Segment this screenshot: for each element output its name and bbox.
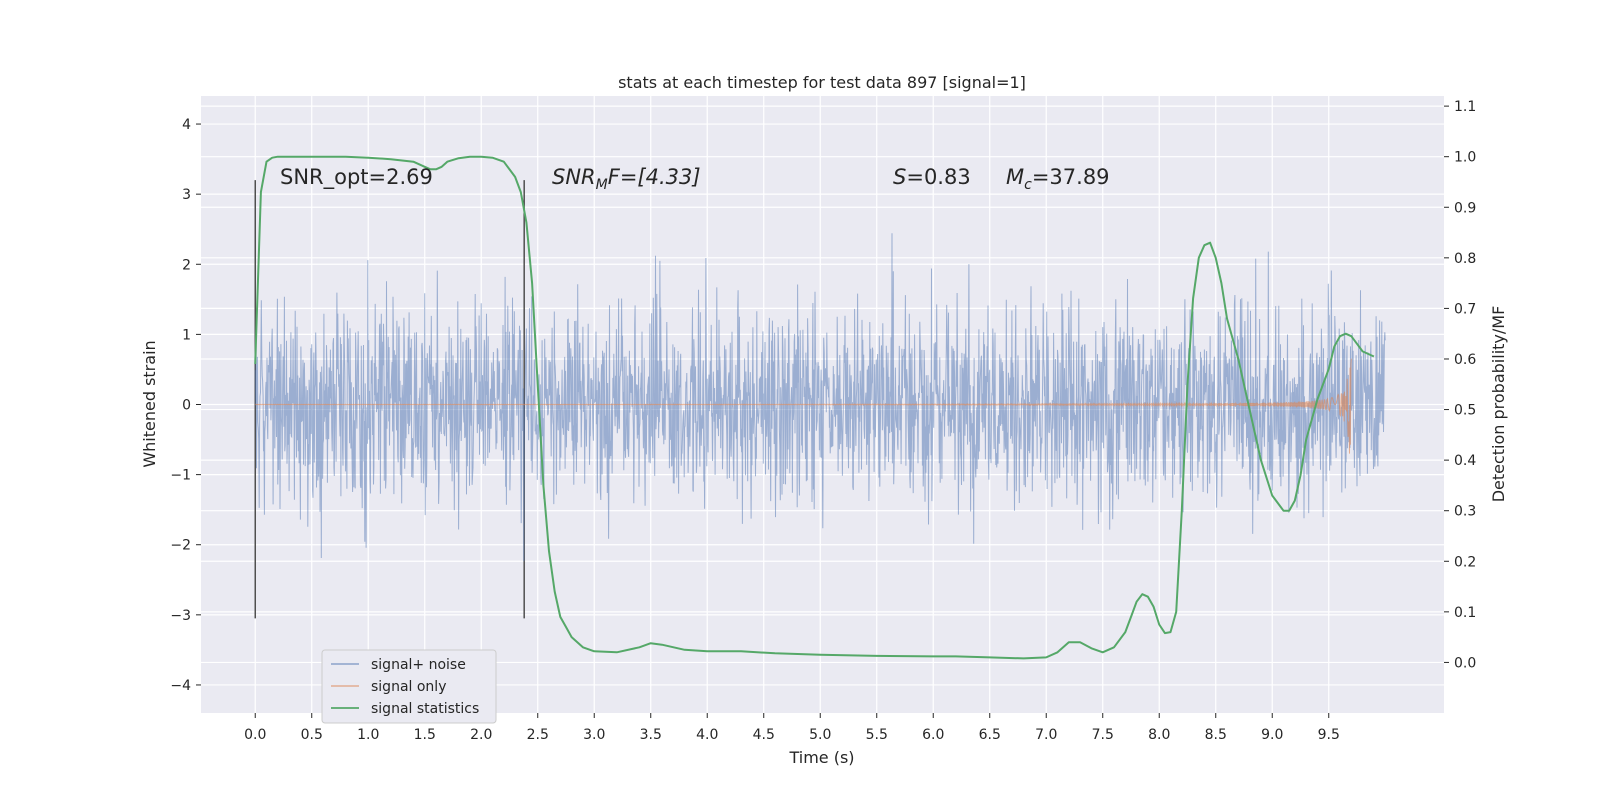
x-tick-label: 5.0 [809,727,831,743]
legend-label-stats: signal statistics [371,701,479,717]
x-tick-label: 4.0 [696,727,718,743]
noise-series [254,233,1386,562]
y-tick-label: −4 [170,678,191,694]
x-tick-label: 1.5 [414,727,436,743]
x-axis-title: Time (s) [788,748,854,767]
y-tick-label: 3 [182,187,191,203]
y2-tick-label: 0.0 [1454,655,1476,671]
statistics-series [254,155,1375,660]
signal-line [255,358,1352,454]
y-tick-label: −1 [170,468,191,484]
y2-tick-label: 0.3 [1454,504,1476,520]
legend-label-signal: signal only [371,679,446,695]
annotation-s: S=0.83 [893,165,971,189]
annotation-mc: Mc=37.89 [1006,165,1110,193]
y-tick-label: −2 [170,538,191,554]
y2-tick-label: 0.8 [1454,251,1476,267]
x-tick-label: 2.5 [527,727,549,743]
x-tick-label: 6.5 [979,727,1001,743]
x-tick-label: 7.0 [1035,727,1057,743]
x-tick-label: 8.5 [1205,727,1227,743]
x-tick-label: 9.5 [1318,727,1340,743]
x-tick-label: 0.5 [301,727,323,743]
annotation-snr-mf: SNRMF=[4.33] [552,165,701,193]
annotation-snr-opt: SNR_opt=2.69 [280,165,433,190]
x-tick-label: 5.5 [866,727,888,743]
chart-title: stats at each timestep for test data 897… [618,73,1026,92]
x-tick-label: 8.0 [1148,727,1170,743]
legend: signal+ noise signal only signal statist… [321,649,497,724]
y-tick-label: 0 [182,398,191,414]
x-tick-label: 7.5 [1092,727,1114,743]
y-tick-label: 4 [182,117,191,133]
legend-box [321,649,497,724]
statistics-line [254,155,1375,660]
y2-axis-title: Detection probability/MF [1489,306,1508,503]
signal-only-series [255,358,1352,454]
y-tick-label: −3 [170,608,191,624]
noise-line [254,233,1386,562]
x-tick-label: 3.0 [583,727,605,743]
x-tick-label: 3.5 [640,727,662,743]
y2-tick-label: 1.1 [1454,99,1476,115]
y2-tick-label: 1.0 [1454,150,1476,166]
y2-tick-label: 0.9 [1454,200,1476,216]
x-tick-label: 1.0 [357,727,379,743]
x-tick-label: 4.5 [753,727,775,743]
y2-tick-label: 0.1 [1454,605,1476,621]
y2-tick-label: 0.7 [1454,301,1476,317]
y2-tick-labels: 1.1 1.0 0.9 0.8 0.7 0.6 0.5 0.4 0.3 0.2 0.1 0.0 [1444,99,1476,671]
x-tick-labels: 0.0 0.5 1.0 1.5 2.0 2.5 3.0 3.5 4.0 4.5 5.0 5.5 6.0 6… [244,713,1340,743]
x-tick-label: 9.0 [1261,727,1283,743]
y-tick-label: 1 [182,327,191,343]
y-axis-title: Whitened strain [140,340,159,467]
x-tick-label: 0.0 [244,727,266,743]
x-tick-label: 2.0 [470,727,492,743]
y2-tick-label: 0.6 [1454,352,1476,368]
y2-tick-label: 0.4 [1454,453,1476,469]
y2-tick-label: 0.2 [1454,554,1476,570]
y2-tick-label: 0.5 [1454,403,1476,419]
x-tick-label: 6.0 [922,727,944,743]
y-tick-labels: 4 3 2 1 0 −1 −2 −3 −4 [170,117,201,694]
y-tick-label: 2 [182,257,191,273]
legend-label-noise: signal+ noise [371,657,466,673]
